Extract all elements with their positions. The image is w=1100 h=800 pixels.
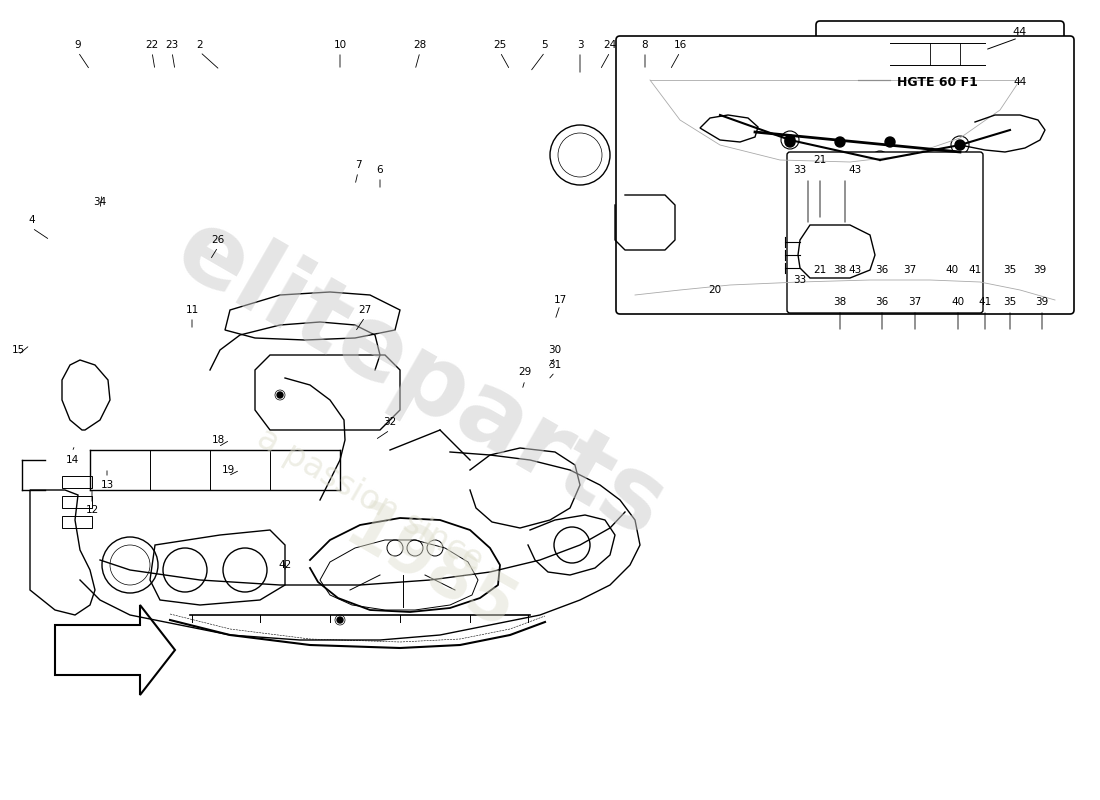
Text: 43: 43 <box>848 265 861 275</box>
Text: 13: 13 <box>100 480 113 490</box>
Text: 24: 24 <box>604 40 617 50</box>
Text: 36: 36 <box>876 297 889 307</box>
Text: a passion since: a passion since <box>251 422 488 578</box>
Text: 26: 26 <box>211 235 224 245</box>
Text: 36: 36 <box>876 265 889 275</box>
Text: 8: 8 <box>641 40 648 50</box>
Text: 27: 27 <box>359 305 372 315</box>
Text: 44: 44 <box>1013 27 1027 37</box>
Text: 16: 16 <box>673 40 686 50</box>
Text: 40: 40 <box>952 297 965 307</box>
Circle shape <box>955 140 965 150</box>
Text: 9: 9 <box>75 40 81 50</box>
Text: 41: 41 <box>978 297 991 307</box>
Text: 11: 11 <box>186 305 199 315</box>
Circle shape <box>138 637 143 643</box>
Text: 35: 35 <box>1003 265 1016 275</box>
Bar <box>62 516 92 528</box>
Text: 34: 34 <box>94 197 107 207</box>
Text: 19: 19 <box>221 465 234 475</box>
Circle shape <box>785 137 795 147</box>
Text: 38: 38 <box>834 265 847 275</box>
Bar <box>62 496 92 508</box>
Text: 28: 28 <box>414 40 427 50</box>
Circle shape <box>835 137 845 147</box>
Text: 33: 33 <box>793 275 806 285</box>
Text: 25: 25 <box>494 40 507 50</box>
Text: 18: 18 <box>211 435 224 445</box>
Text: 37: 37 <box>909 297 922 307</box>
Text: 7: 7 <box>354 160 361 170</box>
Text: 15: 15 <box>11 345 24 355</box>
Text: 30: 30 <box>549 345 562 355</box>
Text: 3: 3 <box>576 40 583 50</box>
Text: 37: 37 <box>903 265 916 275</box>
Circle shape <box>785 135 795 145</box>
FancyBboxPatch shape <box>816 21 1064 144</box>
Text: 6: 6 <box>376 165 383 175</box>
Text: 38: 38 <box>834 297 847 307</box>
Bar <box>62 476 92 488</box>
Circle shape <box>277 392 283 398</box>
Text: 2: 2 <box>197 40 204 50</box>
Text: 29: 29 <box>518 367 531 377</box>
Text: 10: 10 <box>333 40 346 50</box>
Text: 43: 43 <box>848 165 861 175</box>
Text: 40: 40 <box>945 265 958 275</box>
Text: 12: 12 <box>86 505 99 515</box>
Text: 33: 33 <box>793 165 806 175</box>
Circle shape <box>886 137 895 147</box>
Text: 44: 44 <box>1013 77 1026 87</box>
Text: 17: 17 <box>553 295 566 305</box>
Text: HGTE 60 F1: HGTE 60 F1 <box>896 75 978 89</box>
FancyBboxPatch shape <box>786 152 983 313</box>
Text: 1985: 1985 <box>333 495 527 645</box>
Circle shape <box>337 617 343 623</box>
Polygon shape <box>55 605 175 695</box>
Text: 23: 23 <box>165 40 178 50</box>
Text: 14: 14 <box>65 455 78 465</box>
Text: 31: 31 <box>549 360 562 370</box>
Circle shape <box>874 155 886 165</box>
Text: 39: 39 <box>1035 297 1048 307</box>
Text: 22: 22 <box>145 40 158 50</box>
Text: 35: 35 <box>1003 297 1016 307</box>
Text: 41: 41 <box>968 265 981 275</box>
Bar <box>890 43 984 65</box>
Text: 4: 4 <box>29 215 35 225</box>
Text: 42: 42 <box>278 560 292 570</box>
Text: eliteparts: eliteparts <box>158 201 682 559</box>
Text: 32: 32 <box>384 417 397 427</box>
Text: 39: 39 <box>1033 265 1046 275</box>
Text: 20: 20 <box>708 285 722 295</box>
FancyBboxPatch shape <box>616 36 1074 314</box>
Text: 21: 21 <box>813 155 826 165</box>
Text: 21: 21 <box>813 265 826 275</box>
Text: 5: 5 <box>541 40 548 50</box>
